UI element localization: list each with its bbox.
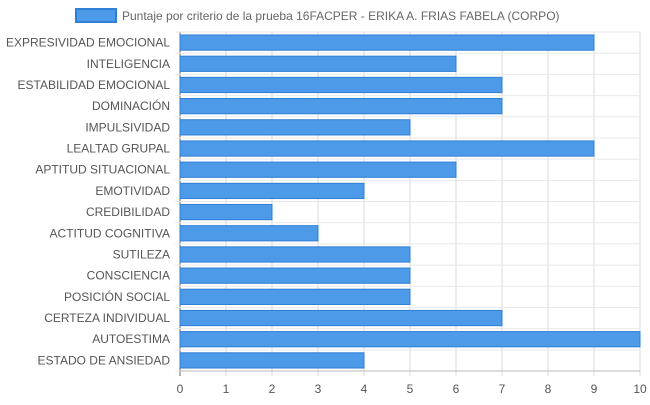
x-tick-label: 8 — [545, 382, 552, 396]
category-label: IMPULSIVIDAD — [85, 120, 170, 134]
category-label: APTITUD SITUACIONAL — [35, 163, 170, 177]
category-labels: EXPRESIVIDAD EMOCIONAL INTELIGENCIA ESTABI… — [6, 36, 170, 368]
bars — [179, 34, 641, 369]
bar[interactable] — [179, 98, 503, 115]
bar[interactable] — [179, 161, 457, 178]
x-tick-label: 1 — [223, 382, 230, 396]
bar[interactable] — [179, 246, 411, 263]
x-tick-label: 6 — [453, 382, 460, 396]
legend[interactable]: Puntaje por criterio de la prueba 16FACP… — [75, 8, 560, 23]
bar[interactable] — [179, 288, 411, 305]
bar[interactable] — [179, 331, 641, 348]
x-tick-label: 5 — [407, 382, 414, 396]
x-tick-label: 4 — [361, 382, 368, 396]
category-label: DOMINACIÓN — [92, 98, 170, 113]
x-tick-label: 10 — [633, 382, 647, 396]
category-label: ESTADO DE ANSIEDAD — [38, 353, 171, 367]
bar[interactable] — [179, 203, 273, 221]
x-tick-label: 7 — [499, 382, 506, 396]
category-label: AUTOESTIMA — [92, 332, 170, 346]
category-label: LEALTAD GRUPAL — [67, 142, 171, 156]
category-label: CERTEZA INDIVIDUAL — [44, 311, 170, 325]
bar[interactable] — [179, 225, 319, 242]
category-label: ESTABILIDAD EMOCIONAL — [18, 78, 171, 92]
bar[interactable] — [179, 55, 457, 72]
x-tick-label: 3 — [315, 382, 322, 396]
category-label: EMOTIVIDAD — [95, 184, 170, 198]
x-tick-label: 9 — [591, 382, 598, 396]
category-label: INTELIGENCIA — [87, 57, 170, 71]
legend-label: Puntaje por criterio de la prueba 16FACP… — [122, 9, 560, 23]
bar[interactable] — [179, 182, 365, 200]
bar[interactable] — [179, 119, 411, 136]
bar[interactable] — [179, 34, 595, 51]
category-label: CONSCIENCIA — [87, 269, 170, 283]
bar[interactable] — [179, 267, 411, 284]
x-tick-label: 2 — [269, 382, 276, 396]
category-label: SUTILEZA — [113, 247, 170, 261]
category-label: EXPRESIVIDAD EMOCIONAL — [6, 36, 170, 50]
bar[interactable] — [179, 140, 595, 157]
x-tick-labels: 0 1 2 3 4 5 6 7 8 9 10 — [177, 382, 647, 396]
bar[interactable] — [179, 352, 365, 369]
bar[interactable] — [179, 76, 503, 94]
category-label: CREDIBILIDAD — [86, 205, 170, 219]
x-tick-label: 0 — [177, 382, 184, 396]
legend-swatch[interactable] — [75, 8, 117, 23]
bar[interactable] — [179, 309, 503, 327]
category-label: ACTITUD COGNITIVA — [50, 226, 170, 240]
category-label: POSICIÓN SOCIAL — [64, 289, 170, 304]
